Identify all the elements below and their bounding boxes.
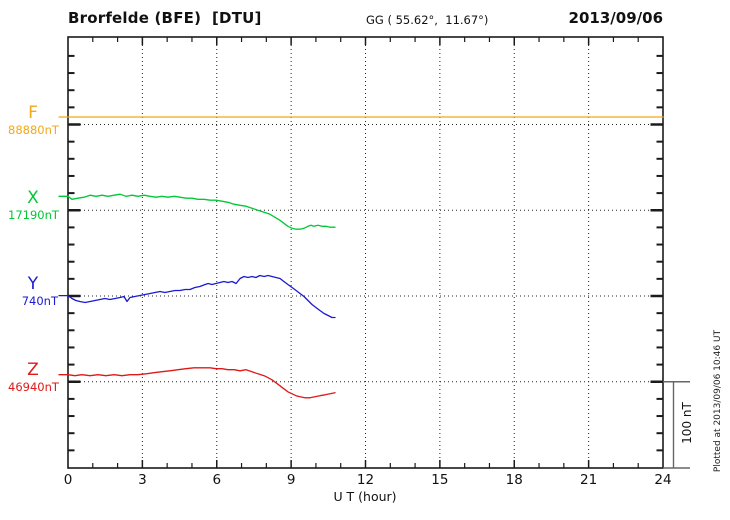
trace-z xyxy=(58,367,336,399)
x-tick-label: 3 xyxy=(138,472,147,488)
plot-date: 2013/09/06 xyxy=(568,9,663,27)
x-tick-label: 0 xyxy=(63,472,73,488)
trace-x xyxy=(58,193,336,230)
trace-label-x: X 17190nT xyxy=(8,188,59,223)
trace-y xyxy=(58,274,336,319)
trace-label-y: Y 740nT xyxy=(8,275,58,308)
trace-letter-y: Y xyxy=(27,274,39,294)
trace-baseline-value-z: 46940nT xyxy=(8,379,59,394)
x-tick-label: 15 xyxy=(431,472,449,488)
x-tick-label: 21 xyxy=(580,472,598,488)
scale-bar-label: 100 nT xyxy=(680,402,694,444)
x-axis-title: U T (hour) xyxy=(333,489,397,504)
trace-baseline-value-f: 88880nT xyxy=(8,122,59,137)
trace-baseline-value-y: 740nT xyxy=(21,294,58,308)
x-tick-label: 9 xyxy=(286,472,296,488)
trace-baseline-value-x: 17190nT xyxy=(8,208,59,223)
trace-label-z: Z 46940nT xyxy=(8,359,59,394)
x-tick-label: 18 xyxy=(505,472,523,488)
x-tick-label: 24 xyxy=(654,472,672,488)
x-tick-label: 12 xyxy=(356,472,375,488)
trace-letter-x: X xyxy=(27,188,39,209)
trace-letter-f: F xyxy=(28,102,38,123)
plot-frame xyxy=(67,36,664,469)
station-title: Brorfelde (BFE) [DTU] xyxy=(68,9,262,27)
trace-letter-z: Z xyxy=(27,359,39,380)
trace-label-f: F 88880nT xyxy=(8,102,59,137)
geographic-coordinates: GG ( 55.62°, 11.67°) xyxy=(366,13,489,27)
x-tick-label: 6 xyxy=(212,472,222,488)
plotted-at-note: Plotted at 2013/09/06 10:46 UT xyxy=(713,329,723,473)
